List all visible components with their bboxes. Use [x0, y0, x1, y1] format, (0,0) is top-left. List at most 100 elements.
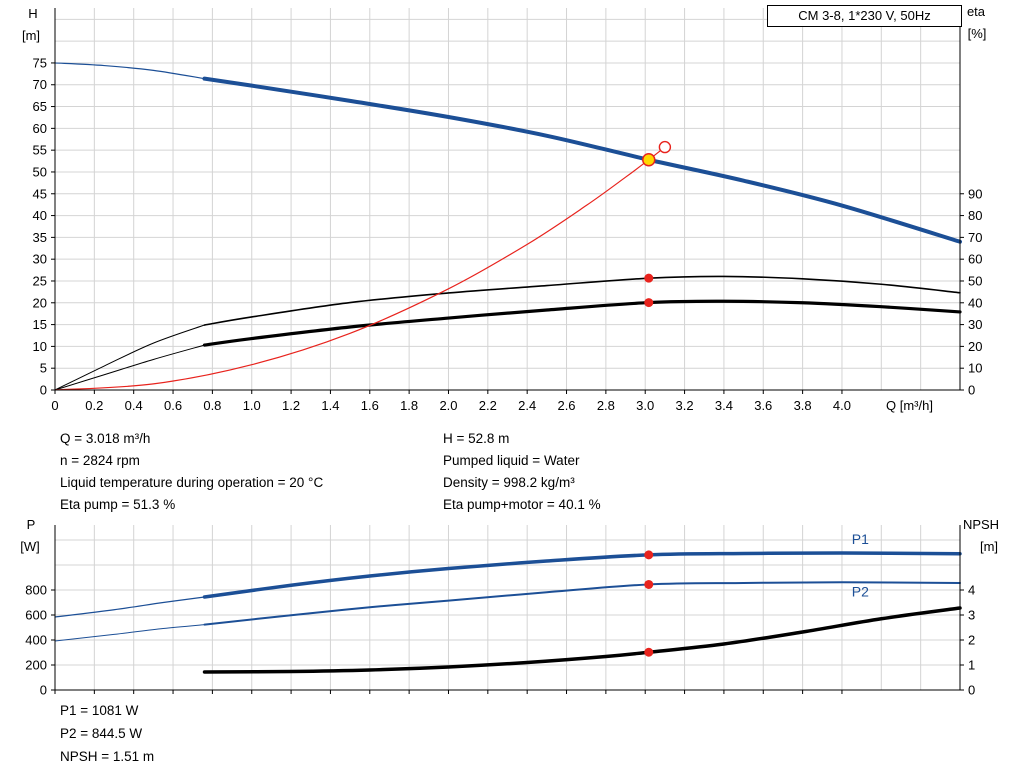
axis-title: [m] — [980, 539, 998, 554]
axis-tick-label: 1.6 — [361, 398, 379, 413]
axis-tick-label: 0.8 — [203, 398, 221, 413]
axis-tick-label: 30 — [968, 317, 982, 332]
info-npsh: NPSH = 1.51 m — [60, 749, 155, 764]
axis-tick-label: 0 — [40, 683, 47, 698]
axis-title: NPSH — [963, 517, 999, 532]
axis-tick-label: 0 — [51, 398, 58, 413]
duty-info-left: Q = 3.018 m³/h n = 2824 rpm Liquid tempe… — [60, 428, 323, 516]
axis-tick-label: 65 — [33, 99, 47, 114]
axis-tick-label: 400 — [25, 633, 47, 648]
axis-tick-label: 3.0 — [636, 398, 654, 413]
axis-tick-label: 3.8 — [794, 398, 812, 413]
eta-pump-motor-point — [644, 298, 654, 308]
hq-efficiency-chart: 0 5 10 15 20 25 30 35 40 45 50 55 60 65 70 75 0 10 20 30 40 5… — [22, 4, 986, 413]
info-pumped-liquid: Pumped liquid = Water — [443, 453, 580, 468]
axis-title: eta — [967, 4, 986, 19]
axis-tick-label: 0 — [968, 383, 975, 398]
axis-tick-label: 200 — [25, 658, 47, 673]
axis-tick-label: 45 — [33, 186, 47, 201]
axis-tick-label: 40 — [968, 295, 982, 310]
axis-tick-label: 800 — [25, 583, 47, 598]
axis-tick-label: 2 — [968, 633, 975, 648]
axis-tick-label: 20 — [33, 295, 47, 310]
axis-tick-label: 55 — [33, 143, 47, 158]
axis-tick-label: 3.6 — [754, 398, 772, 413]
info-flow: Q = 3.018 m³/h — [60, 431, 151, 446]
axis-title: [W] — [20, 539, 40, 554]
p1-curve — [202, 551, 962, 599]
eta-pump-motor-lead-curve — [54, 344, 206, 391]
axis-tick-label: 15 — [33, 317, 47, 332]
npsh-point — [644, 647, 654, 657]
p1-point — [644, 550, 654, 560]
axis-tick-label: 50 — [968, 273, 982, 288]
axis-tick-label: 75 — [33, 55, 47, 70]
p2-lead-curve — [54, 624, 206, 642]
axis-tick-label: 0.6 — [164, 398, 182, 413]
npsh-curve — [202, 606, 962, 674]
axis-tick-label: 3 — [968, 608, 975, 623]
axis-tick-label: 80 — [968, 208, 982, 223]
axis-tick-label: 0.2 — [85, 398, 103, 413]
power-npsh-chart: 0 200 400 600 800 0 1 2 3 4 P [W] NPSH [m] P1 P2 — [20, 517, 999, 698]
axis-tick-label: 2.2 — [479, 398, 497, 413]
axis-tick-label: 70 — [968, 230, 982, 245]
info-speed: n = 2824 rpm — [60, 453, 140, 468]
eta-pump-motor-curve — [202, 299, 962, 347]
axis-tick-label: 1.0 — [243, 398, 261, 413]
axis-tick-label: 90 — [968, 186, 982, 201]
axis-tick-label: 3.4 — [715, 398, 733, 413]
axis-tick-label: 2.6 — [557, 398, 575, 413]
axis-tick-label: 30 — [33, 252, 47, 267]
p2-curve — [203, 581, 961, 626]
axis-tick-label: 10 — [968, 361, 982, 376]
series-label: P2 — [852, 584, 869, 600]
axis-tick-label: 0.4 — [125, 398, 143, 413]
axis-tick-label: 0 — [40, 383, 47, 398]
axis-tick-label: 4.0 — [833, 398, 851, 413]
axis-tick-label: 25 — [33, 273, 47, 288]
axis-tick-label: 70 — [33, 77, 47, 92]
system-curve-curve — [54, 146, 666, 391]
head-curve — [202, 76, 962, 244]
axis-tick-label: 1.2 — [282, 398, 300, 413]
duty-point[interactable] — [642, 153, 656, 167]
info-eta-total: Eta pump+motor = 40.1 % — [443, 497, 601, 512]
info-eta-pump: Eta pump = 51.3 % — [60, 497, 176, 512]
axis-tick-label: 600 — [25, 608, 47, 623]
axis-tick-label: 2.0 — [439, 398, 457, 413]
x-axis-title: Q [m³/h] — [886, 398, 933, 413]
axis-tick-label: 60 — [968, 252, 982, 267]
info-density: Density = 998.2 kg/m³ — [443, 475, 575, 490]
info-head: H = 52.8 m — [443, 431, 510, 446]
axis-title: [%] — [968, 26, 987, 41]
axis-tick-label: 2.4 — [518, 398, 536, 413]
axis-tick-label: 35 — [33, 230, 47, 245]
p1-lead-curve — [54, 596, 206, 618]
axis-tick-label: 3.2 — [676, 398, 694, 413]
axis-title: P — [27, 517, 36, 532]
axis-tick-label: 4 — [968, 583, 975, 598]
axis-tick-label: 5 — [40, 361, 47, 376]
info-p1: P1 = 1081 W — [60, 703, 139, 718]
axis-tick-label: 10 — [33, 339, 47, 354]
axis-tick-label: 40 — [33, 208, 47, 223]
power-npsh-info: P1 = 1081 W P2 = 844.5 W NPSH = 1.51 m — [60, 699, 154, 768]
info-liquid-temp: Liquid temperature during operation = 20… — [60, 475, 324, 490]
axis-tick-label: 1 — [968, 658, 975, 673]
axis-title: H — [28, 6, 37, 21]
duty-info-right: H = 52.8 m Pumped liquid = Water Density… — [443, 428, 601, 516]
axis-tick-label: 20 — [968, 339, 982, 354]
axis-tick-label: 60 — [33, 121, 47, 136]
eta-pump-curve — [203, 275, 961, 326]
axis-tick-label: 50 — [33, 164, 47, 179]
head-lead-curve — [54, 62, 206, 80]
axis-tick-label: 2.8 — [597, 398, 615, 413]
info-p2: P2 = 844.5 W — [60, 726, 143, 741]
axis-tick-label: 1.4 — [321, 398, 339, 413]
axis-title: [m] — [22, 28, 40, 43]
axis-tick-label: 0 — [968, 683, 975, 698]
pump-model-badge: CM 3-8, 1*230 V, 50Hz — [767, 5, 962, 27]
requested-duty-point-ring — [658, 140, 672, 154]
